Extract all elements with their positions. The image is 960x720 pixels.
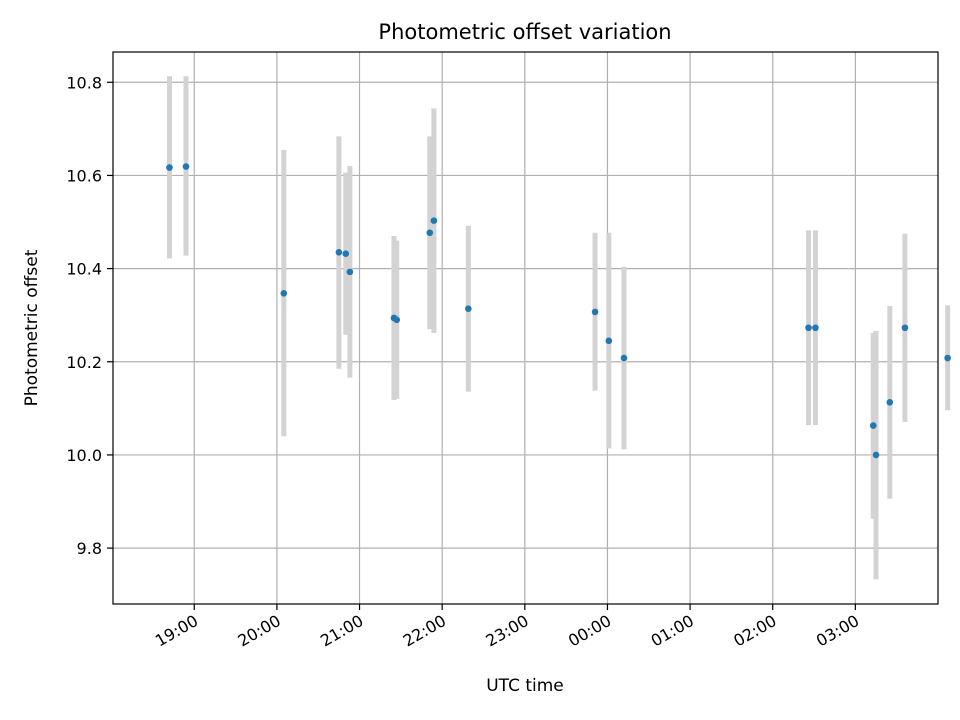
x-tick-label: 00:00 <box>565 611 614 651</box>
chart-title: Photometric offset variation <box>378 20 671 44</box>
error-bars <box>166 76 951 580</box>
data-point <box>393 316 401 324</box>
data-point <box>886 398 894 406</box>
y-tick-label: 10.6 <box>66 166 102 185</box>
y-axis-label: Photometric offset <box>22 249 42 406</box>
data-point <box>605 337 613 345</box>
x-tick-label: 01:00 <box>648 611 697 651</box>
y-axis-ticks: 9.8 10.0 10.2 10.4 10.6 10.8 <box>66 73 113 558</box>
x-tick-label: 19:00 <box>152 611 201 651</box>
data-point <box>805 324 812 332</box>
data-point <box>335 249 343 256</box>
data-point <box>591 308 599 316</box>
data-points <box>166 163 951 459</box>
data-point <box>944 354 951 362</box>
x-tick-label: 23:00 <box>482 611 531 651</box>
x-tick-label: 03:00 <box>813 611 862 651</box>
data-point <box>346 268 354 276</box>
x-axis-ticks: 19:00 20:00 21:00 22:00 23:00 00:00 01:00 02:00… <box>152 604 862 651</box>
data-point <box>182 163 190 170</box>
y-tick-label: 10.0 <box>66 446 102 465</box>
data-point <box>465 305 472 312</box>
y-tick-label: 10.8 <box>66 73 102 92</box>
data-point <box>872 451 880 459</box>
x-tick-label: 21:00 <box>317 611 366 651</box>
data-point <box>426 229 434 237</box>
data-point <box>620 354 628 362</box>
data-point <box>430 217 438 224</box>
data-point <box>166 164 173 171</box>
plot-area-frame <box>112 51 939 605</box>
data-point <box>342 250 350 258</box>
x-tick-label: 02:00 <box>730 611 779 651</box>
data-point <box>280 289 288 297</box>
data-point <box>812 324 819 332</box>
x-tick-label: 22:00 <box>400 611 449 651</box>
x-axis-label: UTC time <box>486 676 564 696</box>
y-tick-label: 10.4 <box>66 260 102 279</box>
y-tick-label: 9.8 <box>77 539 102 558</box>
data-point <box>869 422 877 429</box>
grid <box>113 52 938 604</box>
x-tick-label: 20:00 <box>234 611 283 651</box>
data-point <box>901 324 909 332</box>
y-tick-label: 10.2 <box>66 353 102 372</box>
